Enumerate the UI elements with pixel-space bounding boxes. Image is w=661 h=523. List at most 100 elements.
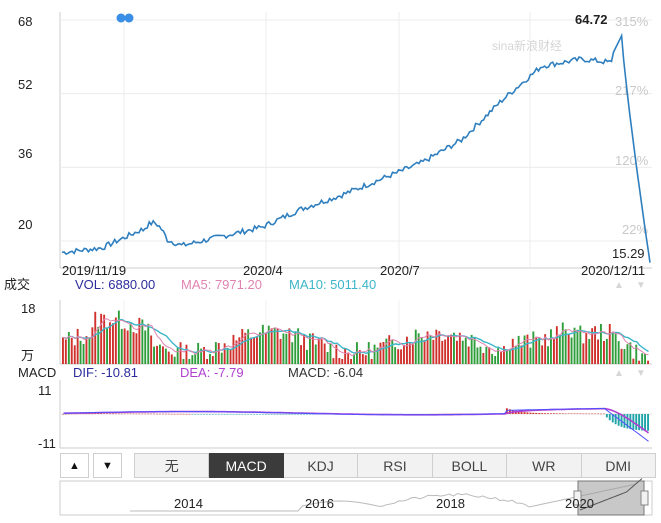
ma5-legend: MA5: 7971.20 — [181, 277, 262, 292]
tab-macd[interactable]: MACD — [209, 453, 284, 478]
macd-bar — [520, 411, 523, 414]
tab-rsi[interactable]: RSI — [358, 453, 433, 478]
macd-bar — [279, 414, 282, 415]
volume-bar — [232, 334, 235, 364]
volume-bar — [306, 349, 308, 364]
percent-tick-labels: 315% 217% 120% 22% — [615, 14, 649, 237]
macd-bar — [232, 414, 235, 415]
y-tick-label: 36 — [18, 146, 32, 161]
volume-bar — [153, 346, 155, 364]
volume-bar — [170, 354, 173, 364]
indicator-tab-bar: ▲ ▼ 无 MACD KDJ RSI BOLL WR DMI — [60, 453, 656, 478]
volume-bar — [129, 323, 132, 364]
macd-bar — [647, 414, 649, 431]
macd-scroll-down-icon[interactable]: ▼ — [636, 368, 646, 379]
tab-kdj[interactable]: KDJ — [283, 453, 359, 478]
percent-tick-label: 22% — [622, 222, 648, 237]
indicator-next-button[interactable]: ▼ — [93, 453, 122, 478]
macd-bar — [235, 414, 238, 415]
macd-bar — [250, 414, 253, 415]
volume-bar — [132, 332, 135, 364]
volume-scroll-up-icon[interactable]: ▲ — [614, 280, 624, 291]
volume-bar — [385, 338, 388, 364]
navigator-left-handle[interactable] — [573, 490, 582, 506]
macd-bar — [91, 413, 94, 415]
volume-bar — [508, 348, 511, 364]
macd-bar — [603, 413, 605, 415]
macd-bar — [614, 414, 617, 425]
tab-boll[interactable]: BOLL — [432, 453, 508, 478]
volume-bar — [514, 345, 517, 364]
dif-legend: DIF: -10.81 — [73, 365, 138, 380]
volume-bar — [576, 329, 579, 364]
volume-bar — [338, 358, 341, 364]
macd-y-tick-label: -11 — [38, 436, 56, 451]
indicator-prev-button[interactable]: ▲ — [60, 453, 89, 478]
volume-bar — [309, 333, 311, 364]
volume-bar — [117, 310, 120, 364]
macd-bar — [203, 414, 205, 415]
macd-bar — [638, 414, 641, 431]
volume-bar — [147, 323, 150, 364]
macd-bar — [126, 413, 129, 415]
volume-bar — [573, 327, 576, 364]
volume-bar — [288, 328, 291, 364]
macd-bar — [100, 413, 103, 414]
volume-bar — [211, 356, 214, 364]
volume-bar — [241, 329, 244, 364]
volume-bar — [438, 331, 441, 364]
volume-bar — [200, 348, 203, 364]
navigator-right-handle[interactable] — [640, 490, 649, 506]
volume-bar — [388, 335, 391, 364]
macd-scroll-up-icon[interactable]: ▲ — [614, 368, 624, 379]
navigator-frame[interactable] — [59, 480, 653, 516]
tab-none[interactable]: 无 — [134, 453, 210, 478]
volume-bar — [538, 337, 541, 364]
volume-bar — [164, 348, 167, 364]
volume-bar — [361, 354, 364, 364]
macd-bar — [162, 413, 164, 415]
volume-bar — [188, 359, 191, 364]
macd-bar — [270, 414, 273, 415]
volume-bar — [120, 328, 123, 364]
volume-bar — [353, 354, 355, 364]
macd-bar — [103, 413, 106, 414]
percent-tick-label: 120% — [615, 153, 649, 168]
macd-bar — [555, 413, 558, 414]
volume-bar — [491, 353, 494, 364]
tab-dmi[interactable]: DMI — [581, 453, 656, 478]
volume-bar — [70, 338, 73, 364]
volume-bar — [114, 317, 117, 364]
macd-bar — [64, 413, 67, 415]
volume-bar — [347, 353, 350, 364]
macd-bar — [605, 414, 608, 418]
macd-bar — [85, 413, 88, 415]
volume-bar — [259, 332, 261, 364]
dif-line — [63, 408, 649, 442]
volume-bar — [220, 352, 223, 364]
volume-bar — [594, 326, 596, 364]
volume-bar — [608, 324, 611, 364]
macd-bar — [611, 414, 614, 423]
volume-bar — [167, 351, 170, 364]
volume-bar — [611, 331, 614, 364]
volume-bar — [76, 329, 79, 364]
tab-wr[interactable]: WR — [507, 453, 582, 478]
volume-bar — [367, 342, 370, 364]
volume-bar — [376, 347, 379, 364]
volume-bar — [647, 360, 649, 364]
volume-bar — [238, 337, 241, 364]
macd-bar — [259, 414, 261, 415]
volume-bar — [403, 345, 405, 364]
volume-bar — [273, 327, 276, 364]
volume-bar — [291, 342, 294, 364]
volume-bar — [456, 340, 458, 364]
x-tick-label: 2020/12/11 — [581, 263, 645, 278]
volume-scroll-down-icon[interactable]: ▼ — [636, 280, 646, 291]
volume-bar — [394, 347, 397, 364]
macd-bar — [73, 413, 76, 415]
macd-bar — [288, 414, 291, 415]
volume-bar — [479, 346, 482, 364]
macd-bar — [188, 414, 191, 415]
macd-bar — [132, 413, 135, 415]
